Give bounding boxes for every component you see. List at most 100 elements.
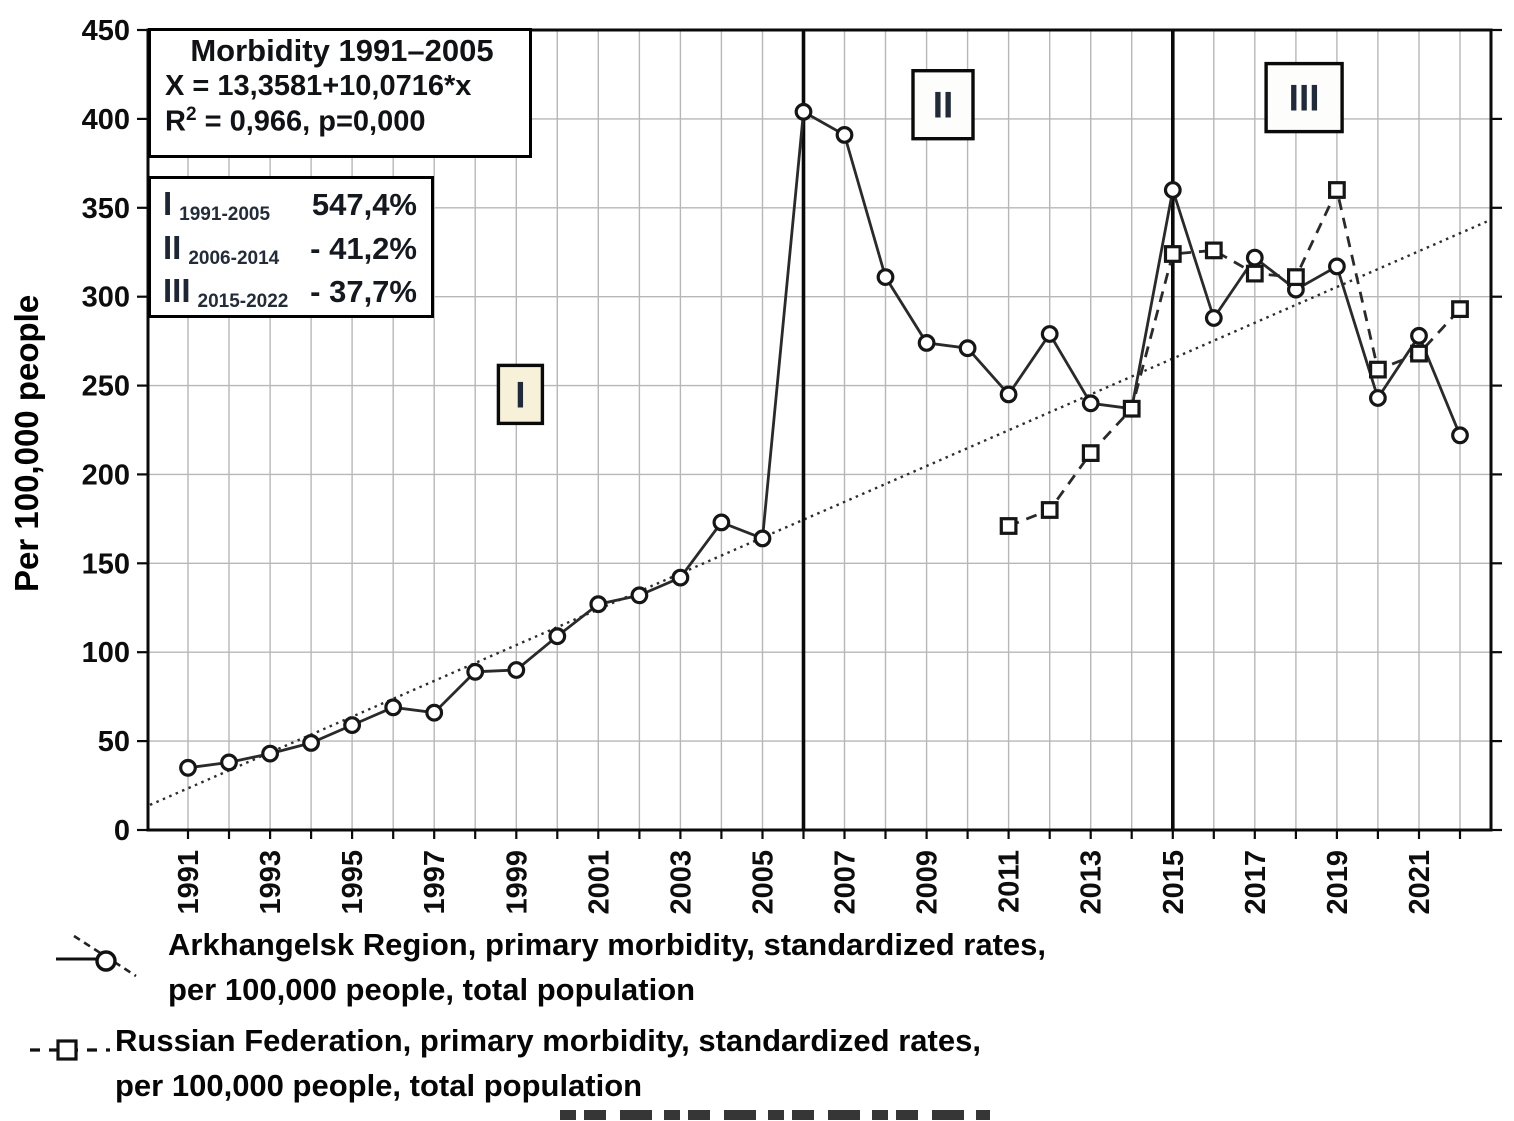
axis-ticks [137, 28, 1502, 839]
period-numeral: II [163, 228, 182, 266]
data-point-circle [712, 513, 731, 532]
legend-arkhangelsk-line2: per 100,000 people, total population [168, 972, 696, 1007]
r-symbol: R [165, 105, 186, 138]
period-range: 1991-2005 [179, 204, 271, 225]
x-axis-tick-label: 2009 [912, 850, 944, 915]
data-point-square [999, 517, 1018, 535]
data-point-square [1286, 268, 1305, 286]
x-axis-tick-label: 1993 [255, 850, 287, 915]
data-point-square [1410, 344, 1428, 363]
y-axis-title: Per 100,000 people [8, 295, 45, 592]
data-point-square [1327, 181, 1346, 199]
data-point-circle [999, 385, 1018, 404]
data-point-circle [835, 125, 854, 144]
data-point-circle [876, 268, 895, 287]
x-axis-tick-label: 2021 [1404, 850, 1436, 915]
data-point-circle [179, 758, 197, 777]
period-marker-box-II [911, 68, 975, 141]
data-point-circle [671, 568, 690, 587]
data-point-circle [548, 627, 567, 646]
x-axis-tick-label: 2019 [1322, 850, 1354, 915]
data-point-square [1081, 444, 1100, 462]
y-axis-tick-label: 300 [82, 282, 130, 314]
r-squared-value: = 0,966, p=0,000 [196, 105, 426, 138]
r-squared-line: R2 = 0,966, p=0,000 [165, 104, 519, 139]
data-point-square [1040, 501, 1059, 519]
y-axis-tick-label: 200 [82, 459, 130, 491]
x-axis-tick-label: 1997 [419, 850, 451, 915]
period-row-3: III 2015-2022 - 37,7% [163, 274, 417, 311]
data-point-circle [917, 334, 936, 352]
y-axis-tick-label: 350 [82, 193, 130, 225]
data-point-circle [466, 662, 485, 681]
data-point-circle [1040, 325, 1059, 343]
x-axis-tick-label: 2013 [1076, 850, 1108, 915]
legend-arkhangelsk-line1: Arkhangelsk Region, primary morbidity, s… [168, 927, 1046, 962]
regression-equation: X = 13,3581+10,0716*x [165, 70, 472, 102]
period-range: 2006-2014 [188, 247, 280, 269]
period-range: 2015-2022 [197, 291, 289, 312]
y-axis-tick-label: 250 [82, 371, 130, 403]
y-axis-tick-label: 150 [82, 548, 130, 580]
data-point-circle [220, 753, 238, 772]
period-row-2: II 2006-2014 - 41,2% [163, 228, 417, 268]
data-point-circle [630, 586, 649, 605]
x-axis-tick-label: 2017 [1240, 850, 1272, 915]
data-point-circle [1327, 257, 1346, 276]
x-axis-tick-label: 2003 [665, 850, 697, 915]
legend-russia-line2: per 100,000 people, total population [115, 1068, 643, 1103]
series-line-dashed [1008, 185, 1462, 528]
data-point-square [1451, 300, 1469, 318]
y-axis-tick-label: 0 [114, 815, 130, 847]
period-numeral: I [163, 185, 173, 222]
period-change-value: - 37,7% [310, 274, 417, 309]
data-point-circle [1410, 326, 1428, 345]
data-point-circle [1245, 248, 1264, 267]
data-point-circle [507, 661, 526, 679]
x-axis-tick-label: 1991 [173, 850, 205, 915]
data-point-circle [794, 102, 813, 121]
period-marker-label-II: II [933, 85, 954, 126]
data-point-circle [1081, 394, 1100, 413]
x-axis-tick-label: 1999 [501, 850, 533, 915]
x-axis-tick-label: 2015 [1158, 850, 1190, 915]
russian-federation-series [999, 181, 1469, 535]
data-point-square [1122, 399, 1141, 418]
period-row-1: I 1991-2005 547,4% [163, 185, 417, 224]
trend-line [149, 219, 1490, 806]
y-axis-tick-label: 400 [82, 104, 130, 136]
data-point-circle [1451, 426, 1469, 445]
russia-legend-marker-icon [30, 1039, 110, 1061]
x-axis-tick-label: 1995 [337, 850, 369, 915]
data-point-circle [261, 744, 280, 763]
data-point-circle [425, 703, 444, 722]
period-marker-box-I [496, 363, 545, 426]
legend-russia-line1: Russian Federation, primary morbidity, s… [115, 1023, 981, 1058]
x-axis-tick-label: 2005 [748, 850, 780, 915]
legend-entry-arkhangelsk: Arkhangelsk Region, primary morbidity, s… [168, 922, 1046, 1012]
data-point-circle [1163, 181, 1182, 199]
y-axis-tick-label: 50 [98, 726, 130, 758]
data-point-square [1368, 360, 1387, 379]
y-axis-tick-label: 450 [82, 15, 130, 47]
period-change-value: - 41,2% [310, 230, 417, 266]
data-point-circle [384, 698, 403, 717]
data-point-circle [753, 529, 772, 548]
chart-plot-svg: 0 50 100 150 200 250 300 350 400 450 1991 1993 1995 1… [8, 15, 1502, 915]
regression-stats-box: Morbidity 1991–2005 X = 13,3581+10,0716*… [148, 28, 532, 158]
data-point-circle [1204, 309, 1223, 327]
period-change-value: 547,4% [311, 187, 417, 222]
stats-box-title: Morbidity 1991–2005 [190, 33, 494, 68]
data-point-circle [302, 734, 321, 752]
period-marker-label-I: I [515, 374, 525, 415]
period-change-box: I 1991-2005 547,4% II 2006-2014 - 41,2% … [148, 176, 434, 318]
data-point-square [1245, 264, 1264, 283]
arkhangelsk-legend-marker-icon [56, 934, 137, 978]
period-marker-label-III: III [1289, 78, 1320, 119]
x-axis-tick-label: 2001 [583, 850, 615, 915]
y-axis-tick-label: 100 [82, 637, 130, 669]
data-point-circle [589, 595, 608, 614]
data-point-circle [343, 716, 362, 734]
x-axis-tick-label: 2011 [994, 850, 1026, 913]
